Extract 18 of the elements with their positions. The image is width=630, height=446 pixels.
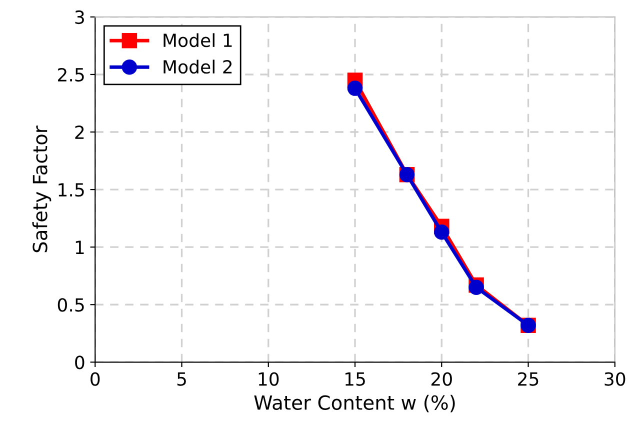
y-axis-title: Safety Factor (32, 126, 52, 252)
legend-label: Model 2 (164, 60, 232, 74)
x-tick-label: 20 (431, 372, 452, 386)
x-tick-label: 0 (90, 372, 100, 386)
x-tick-label: 25 (518, 372, 538, 386)
y-tick-label: 2.5 (58, 68, 84, 82)
legend-label: Model 1 (164, 33, 232, 48)
x-tick-label: 30 (604, 372, 626, 386)
y-tick-label: 2 (75, 125, 84, 139)
x-tick-label: 10 (258, 372, 279, 386)
y-tick-label: 0.5 (58, 298, 84, 312)
y-tick-label: 1 (76, 240, 84, 254)
y-tick-label: 1.5 (58, 183, 84, 197)
x-tick-label: 5 (177, 372, 186, 386)
y-tick-label: 3 (75, 10, 84, 24)
x-axis-title: Water Content w (%) (254, 394, 455, 412)
x-tick-label: 15 (346, 372, 365, 386)
y-tick-label: 0 (75, 356, 84, 370)
